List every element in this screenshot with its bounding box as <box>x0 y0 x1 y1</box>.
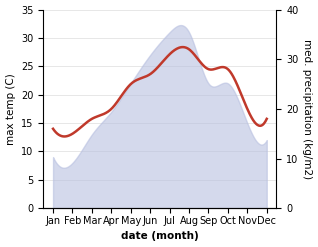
Y-axis label: max temp (C): max temp (C) <box>5 73 16 145</box>
Y-axis label: med. precipitation (kg/m2): med. precipitation (kg/m2) <box>302 39 313 179</box>
X-axis label: date (month): date (month) <box>121 231 199 242</box>
